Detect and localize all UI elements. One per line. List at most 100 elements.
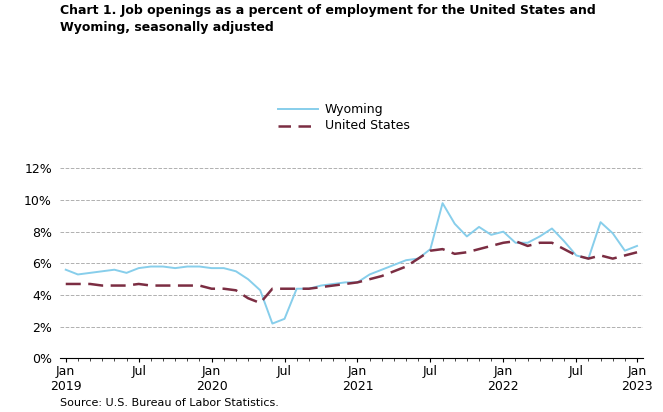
Wyoming <box>366 272 374 277</box>
Text: Chart 1. Job openings as a percent of employment for the United States and
Wyomi: Chart 1. Job openings as a percent of em… <box>60 4 595 34</box>
United States <box>74 281 82 286</box>
Wyoming <box>451 221 459 226</box>
Text: United States: United States <box>325 119 410 132</box>
Wyoming <box>597 220 605 225</box>
Wyoming <box>220 266 228 271</box>
United States <box>585 256 593 261</box>
Wyoming <box>524 240 532 245</box>
United States <box>208 286 215 291</box>
Wyoming <box>123 270 131 275</box>
United States <box>402 264 410 269</box>
Wyoming <box>244 277 252 282</box>
Wyoming <box>171 266 179 271</box>
United States <box>147 283 155 288</box>
Wyoming <box>341 280 349 285</box>
Wyoming <box>548 226 556 231</box>
Wyoming <box>536 234 544 239</box>
United States <box>353 280 361 285</box>
Wyoming <box>621 248 629 253</box>
United States <box>244 296 252 301</box>
Wyoming <box>257 288 265 293</box>
United States <box>330 283 337 288</box>
United States <box>280 286 288 291</box>
Text: Wyoming: Wyoming <box>325 103 383 116</box>
Wyoming <box>183 264 192 269</box>
Wyoming <box>74 272 82 277</box>
Wyoming <box>499 229 507 234</box>
Wyoming <box>62 267 70 272</box>
United States <box>62 281 70 286</box>
United States <box>293 286 301 291</box>
Wyoming <box>208 266 215 271</box>
Wyoming <box>135 266 143 271</box>
United States <box>86 281 94 286</box>
Wyoming <box>414 256 422 261</box>
Wyoming <box>305 286 313 291</box>
United States <box>414 256 422 261</box>
Wyoming <box>232 269 240 274</box>
United States <box>487 243 495 248</box>
Wyoming <box>159 264 167 269</box>
United States <box>560 247 568 252</box>
United States <box>633 250 641 255</box>
United States <box>426 248 434 253</box>
United States <box>123 283 131 288</box>
Wyoming <box>196 264 204 269</box>
Wyoming <box>560 239 568 243</box>
Wyoming <box>585 256 593 261</box>
United States <box>341 281 349 286</box>
United States <box>269 286 276 291</box>
Wyoming <box>293 286 301 291</box>
Wyoming <box>86 270 94 275</box>
Wyoming <box>280 316 288 321</box>
United States <box>499 240 507 245</box>
Text: Source: U.S. Bureau of Labor Statistics.: Source: U.S. Bureau of Labor Statistics. <box>60 398 278 408</box>
Line: Wyoming: Wyoming <box>66 203 637 323</box>
United States <box>317 285 325 290</box>
United States <box>183 283 192 288</box>
Wyoming <box>487 232 495 237</box>
Wyoming <box>463 234 471 239</box>
Wyoming <box>330 281 337 286</box>
United States <box>536 240 544 245</box>
United States <box>439 247 447 252</box>
Wyoming <box>110 267 119 272</box>
Wyoming <box>572 253 580 258</box>
United States <box>548 240 556 245</box>
Wyoming <box>98 269 106 274</box>
United States <box>524 243 532 248</box>
United States <box>390 269 398 274</box>
Line: United States: United States <box>66 241 637 303</box>
United States <box>378 274 386 279</box>
United States <box>232 288 240 293</box>
Wyoming <box>426 247 434 252</box>
United States <box>257 300 265 305</box>
Wyoming <box>378 267 386 272</box>
United States <box>196 283 204 288</box>
Wyoming <box>402 258 410 263</box>
Wyoming <box>475 225 483 229</box>
Wyoming <box>512 240 520 245</box>
United States <box>110 283 119 288</box>
Wyoming <box>147 264 155 269</box>
Wyoming <box>317 283 325 288</box>
United States <box>366 277 374 282</box>
Wyoming <box>390 262 398 267</box>
United States <box>609 256 617 261</box>
United States <box>171 283 179 288</box>
United States <box>512 239 520 243</box>
Wyoming <box>609 231 617 236</box>
United States <box>135 281 143 286</box>
Wyoming <box>439 201 447 206</box>
United States <box>98 283 106 288</box>
United States <box>220 286 228 291</box>
United States <box>463 250 471 255</box>
United States <box>572 253 580 258</box>
United States <box>621 253 629 258</box>
United States <box>305 286 313 291</box>
United States <box>475 247 483 252</box>
Wyoming <box>269 321 276 326</box>
Wyoming <box>633 243 641 248</box>
United States <box>597 253 605 258</box>
Wyoming <box>353 280 361 285</box>
